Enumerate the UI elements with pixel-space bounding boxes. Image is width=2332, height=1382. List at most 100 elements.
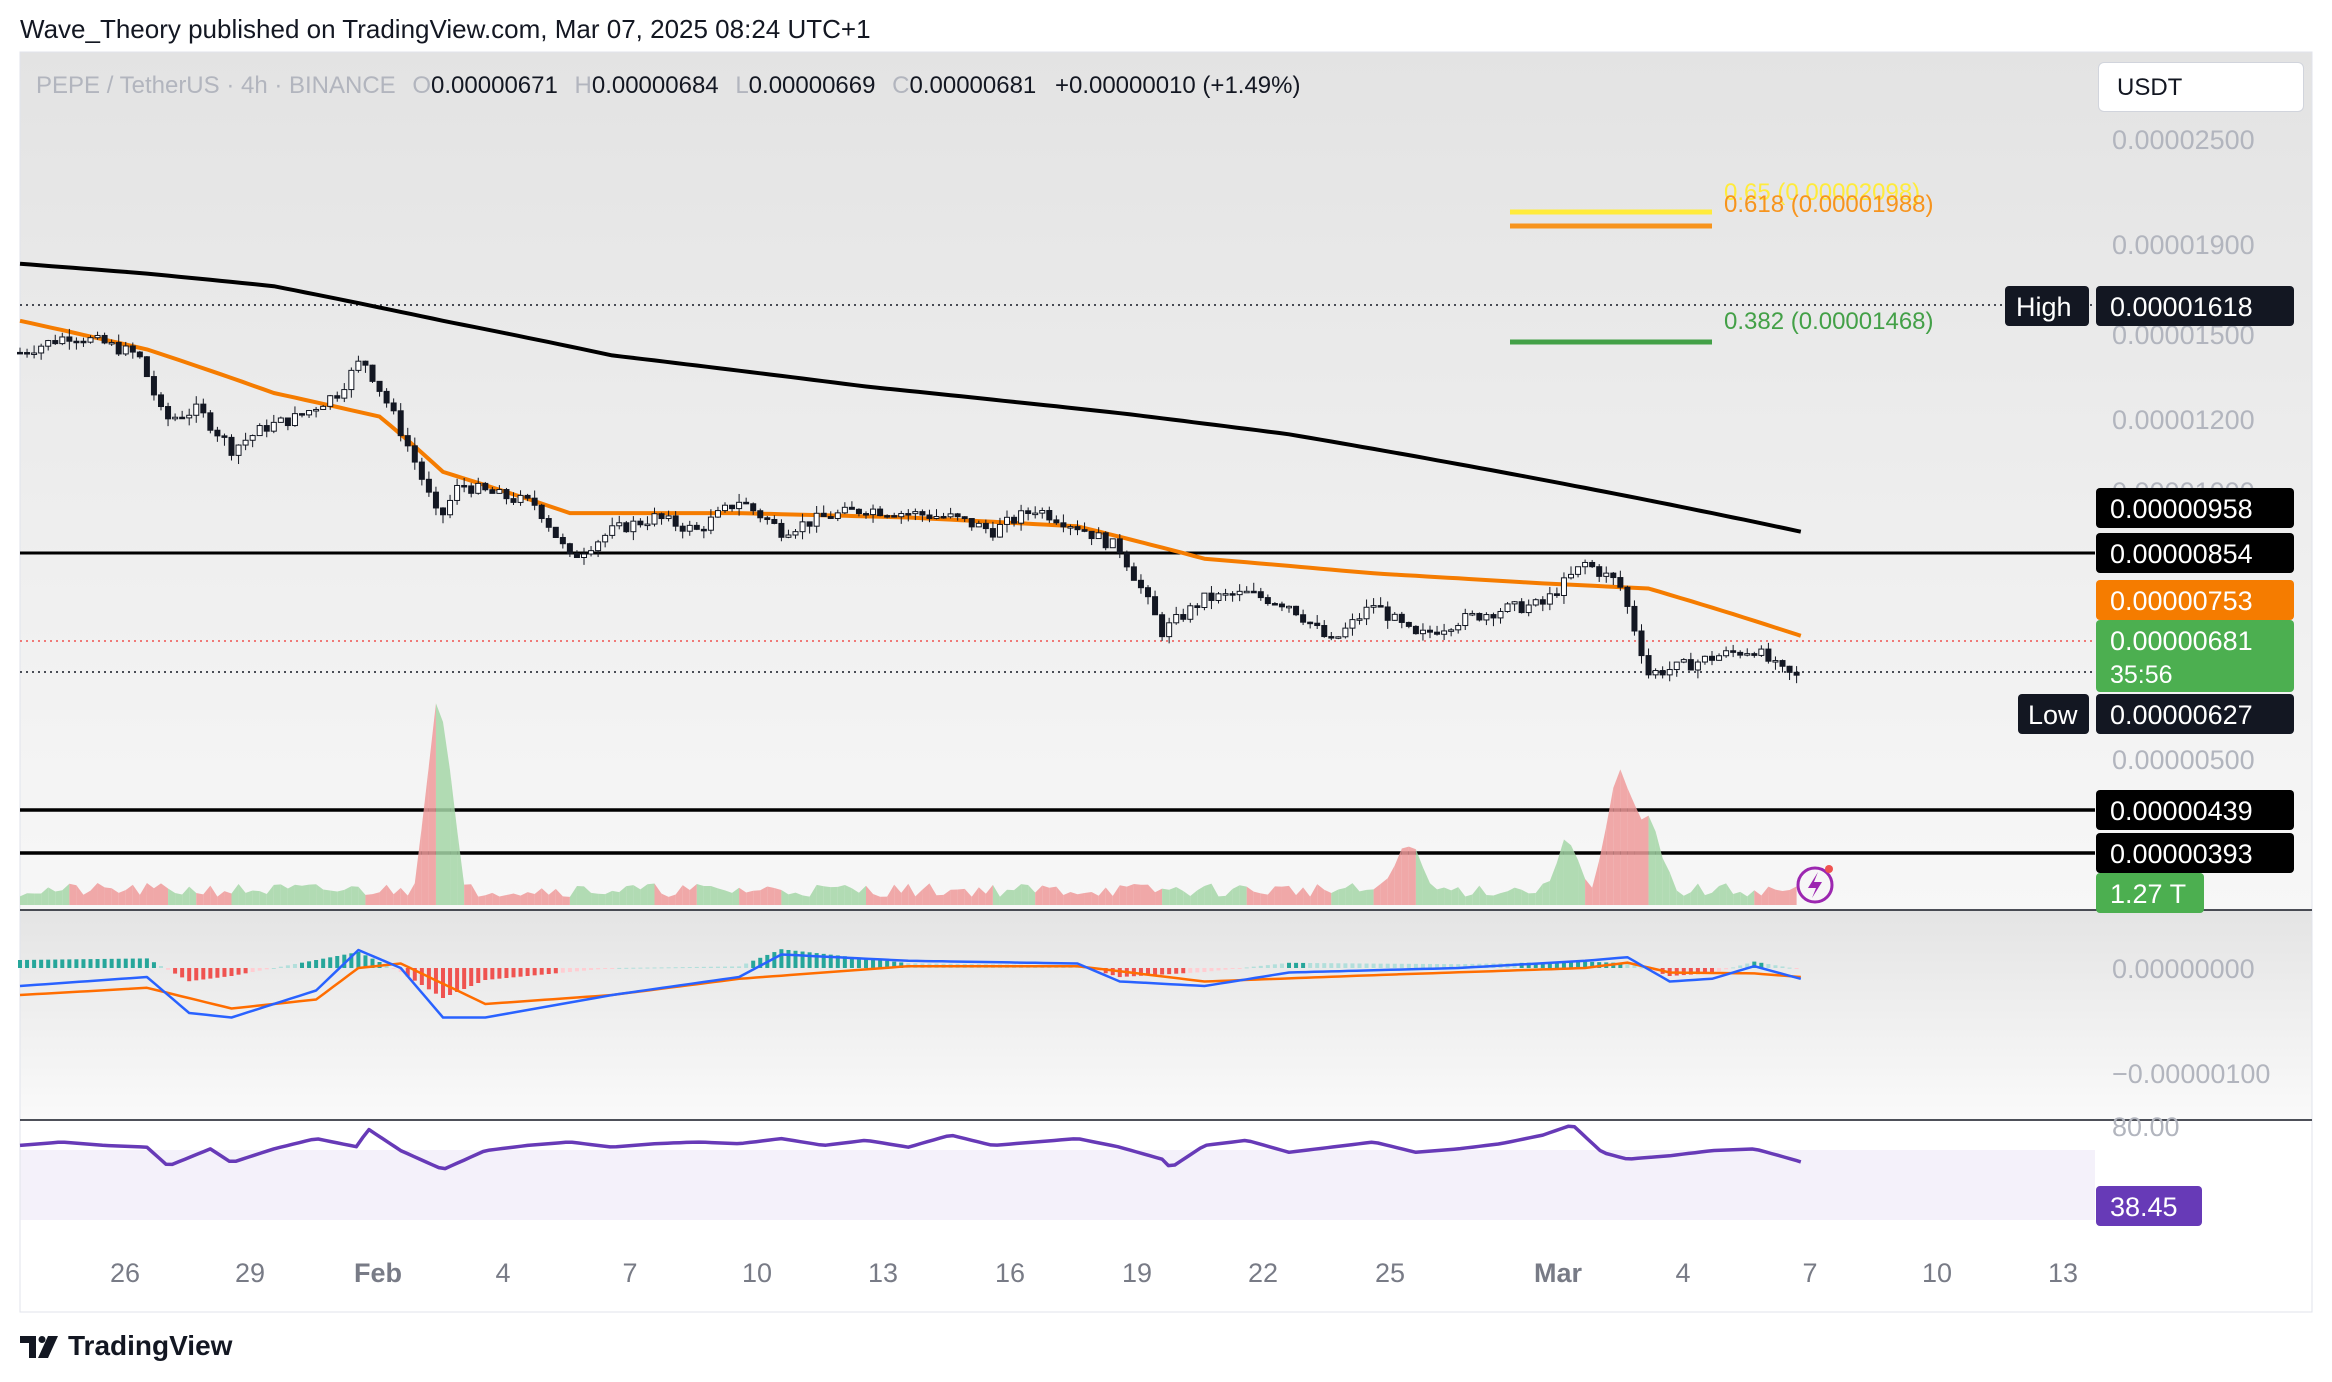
candle-body (722, 504, 728, 512)
candle (722, 502, 728, 513)
candle-body (1610, 572, 1617, 579)
candle (249, 434, 256, 448)
volume-area (428, 703, 436, 905)
volume-label: 1.27 T (2096, 873, 2204, 913)
x-tick-label: 16 (995, 1258, 1025, 1288)
macd-bar (159, 966, 163, 968)
volume-area (710, 885, 718, 905)
volume-area (1521, 889, 1529, 905)
macd-bar (130, 958, 135, 968)
candle-body (1666, 669, 1673, 676)
macd-line (19, 948, 1802, 1019)
candle-body (1673, 661, 1680, 671)
macd-bar (356, 952, 361, 968)
volume-area (760, 886, 768, 905)
macd-bar (278, 966, 283, 968)
volume-area (1387, 865, 1395, 905)
macd-bar (1717, 968, 1722, 972)
candle-body (221, 435, 228, 438)
candle-body (996, 523, 1003, 538)
volume-label-bg (2096, 873, 2204, 913)
candle-body (1173, 614, 1180, 624)
volume-area (1430, 883, 1438, 905)
volume-area (1747, 890, 1755, 905)
volume-area (259, 891, 267, 905)
candle-body (52, 340, 59, 345)
volume-area (1627, 787, 1635, 905)
candle (1546, 586, 1553, 611)
candle-body (1046, 510, 1053, 521)
volume-area (1084, 891, 1092, 905)
volume-area (1458, 887, 1466, 905)
macd-bar (1420, 963, 1425, 968)
candle-body (1032, 512, 1039, 516)
volume-area (1585, 878, 1593, 905)
ema-slow-line (19, 261, 1802, 534)
volume-area (1063, 891, 1071, 905)
macd-bar (300, 962, 304, 968)
macd-bar (772, 952, 777, 968)
macd-bar (1301, 962, 1306, 968)
volume-area (1049, 886, 1057, 905)
volume-area (1197, 886, 1205, 905)
volume-area (767, 886, 775, 905)
candle (1363, 599, 1370, 626)
candle-body (31, 352, 38, 355)
candle-body (94, 334, 101, 339)
candle-body (1187, 605, 1194, 620)
volume-area (104, 887, 112, 905)
volume-area (344, 886, 352, 905)
x-tick-label: Feb (354, 1258, 402, 1288)
level-label-0.00000393: 0.00000393 (2096, 833, 2294, 873)
volume-area (1176, 886, 1184, 905)
x-tick-label: 26 (110, 1258, 140, 1288)
macd-bar (1202, 968, 1207, 972)
volume-area (1310, 884, 1318, 905)
macd-bar (1392, 963, 1397, 968)
candle (1264, 594, 1271, 606)
candle-body (200, 403, 207, 414)
volume-area (1549, 862, 1557, 905)
volume-area (1190, 890, 1198, 905)
volume-area (1119, 885, 1127, 905)
macd-bar (391, 968, 396, 969)
macd-bar (1752, 961, 1757, 968)
volume-area (844, 885, 852, 905)
notification-dot (1825, 865, 1833, 873)
volume-area (1232, 885, 1240, 905)
candle (658, 512, 665, 525)
last-price-bg (2096, 620, 2294, 692)
volume-area (20, 893, 28, 905)
low-price-label: 0.00000627 (2096, 694, 2294, 734)
candle-body (863, 513, 869, 516)
volume-area (231, 883, 239, 905)
macd-bar (899, 962, 904, 968)
volume-area (407, 883, 415, 905)
candle-body (249, 435, 256, 441)
macd-bar (314, 960, 319, 968)
volume-area (534, 888, 542, 905)
macd-bar (1223, 968, 1228, 970)
volume-area (132, 884, 140, 905)
macd-bar (1773, 965, 1778, 968)
candle (510, 492, 517, 506)
volume-area (717, 888, 725, 905)
candle-body (778, 522, 785, 538)
candle-body (299, 413, 305, 416)
macd-bar (1710, 968, 1714, 974)
candle (1025, 507, 1032, 521)
candle-body (418, 461, 425, 480)
candle (1772, 656, 1779, 670)
tradingview-logo[interactable]: TradingView (20, 1330, 232, 1362)
candle-body (1250, 590, 1257, 594)
volume-area (1606, 787, 1614, 905)
currency-selector[interactable]: USDT (2098, 62, 2304, 112)
x-tick-label: 13 (2048, 1258, 2078, 1288)
candle (1617, 570, 1624, 591)
volume-area (1077, 892, 1085, 905)
volume-area (175, 892, 183, 905)
candle-body (468, 485, 475, 494)
macd-bar (1371, 963, 1376, 968)
volume-area (654, 883, 662, 905)
